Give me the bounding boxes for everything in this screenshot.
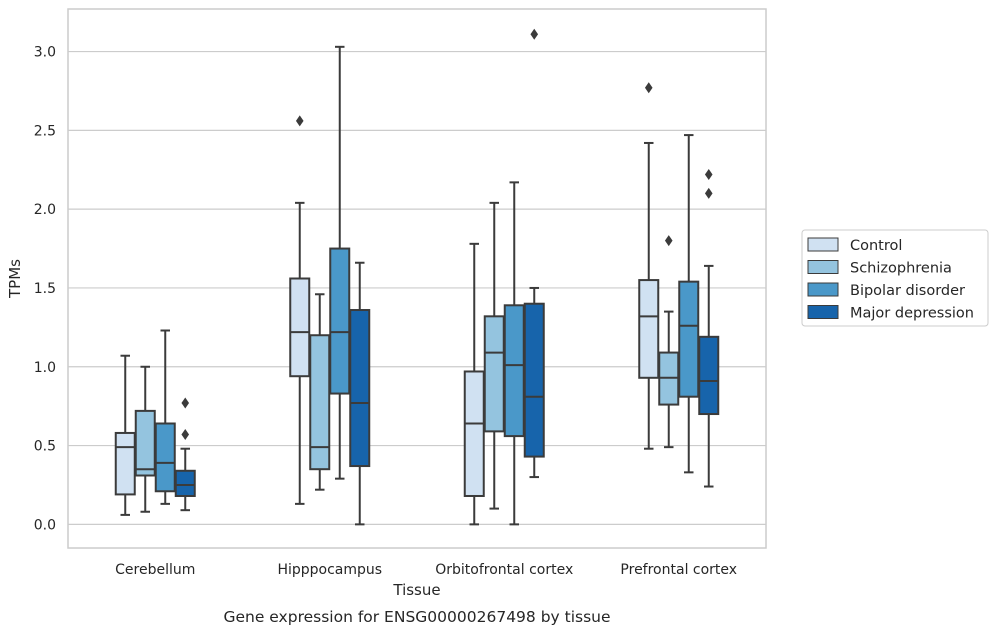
box [154,422,176,493]
box-series [114,28,720,526]
legend-swatch [807,282,839,297]
chart-caption: Gene expression for ENSG00000267498 by t… [223,608,610,626]
box [174,469,196,497]
series-group [154,45,700,526]
box [329,247,351,395]
box [678,280,700,398]
legend-frame [801,229,989,327]
box [289,277,311,378]
y-tick-label: 0.0 [34,517,56,533]
box [483,315,505,433]
y-tick-label: 2.0 [34,202,56,218]
legend-label: Control [850,238,902,254]
legend-label: Major depression [850,306,974,322]
legend-items: Control Schizophrenia Bipolar disorder Majo… [807,237,974,322]
x-tick-label: Prefrontal cortex [620,562,737,578]
box [698,335,720,416]
legend: Control Schizophrenia Bipolar disorder Majo… [801,229,989,327]
y-tick-label: 3.0 [34,45,56,61]
box [523,302,545,458]
legend-label: Schizophrenia [850,261,952,277]
outlier-point [644,82,653,94]
outlier-point [704,168,713,180]
y-tick-label: 2.5 [34,123,56,139]
box [114,431,136,496]
series-group [114,82,660,526]
y-tick-label: 0.5 [34,439,56,455]
y-tick-labels: 0.0 0.5 1.0 1.5 2.0 2.5 3.0 [34,45,56,534]
series-group [174,28,720,526]
plot-frame [67,8,767,549]
outlier-point [295,115,304,127]
x-tick-label: Hipppocampus [277,562,382,578]
legend-swatch [807,260,839,274]
gridlines [68,50,766,525]
outlier-point [530,28,539,40]
series-group [134,201,680,513]
box [638,279,660,379]
y-axis-title: TPMs [6,259,24,299]
box [463,370,485,497]
x-tick-labels: Cerebellum Hipppocampus Orbitofrontal cort… [115,562,737,578]
outlier-point [704,187,713,199]
box [134,409,156,477]
box [309,334,331,471]
x-axis-title: Tissue [392,581,440,599]
outlier-point [664,235,673,247]
box [349,309,371,468]
outlier-point [181,397,190,409]
y-tick-label: 1.5 [34,281,56,297]
legend-swatch [807,237,839,252]
outlier-point [181,429,190,441]
y-tick-label: 1.0 [34,360,56,376]
box [503,304,525,438]
x-tick-label: Orbitofrontal cortex [435,562,573,578]
legend-swatch [807,305,839,319]
x-tick-label: Cerebellum [115,562,195,578]
legend-label: Bipolar disorder [850,283,965,299]
